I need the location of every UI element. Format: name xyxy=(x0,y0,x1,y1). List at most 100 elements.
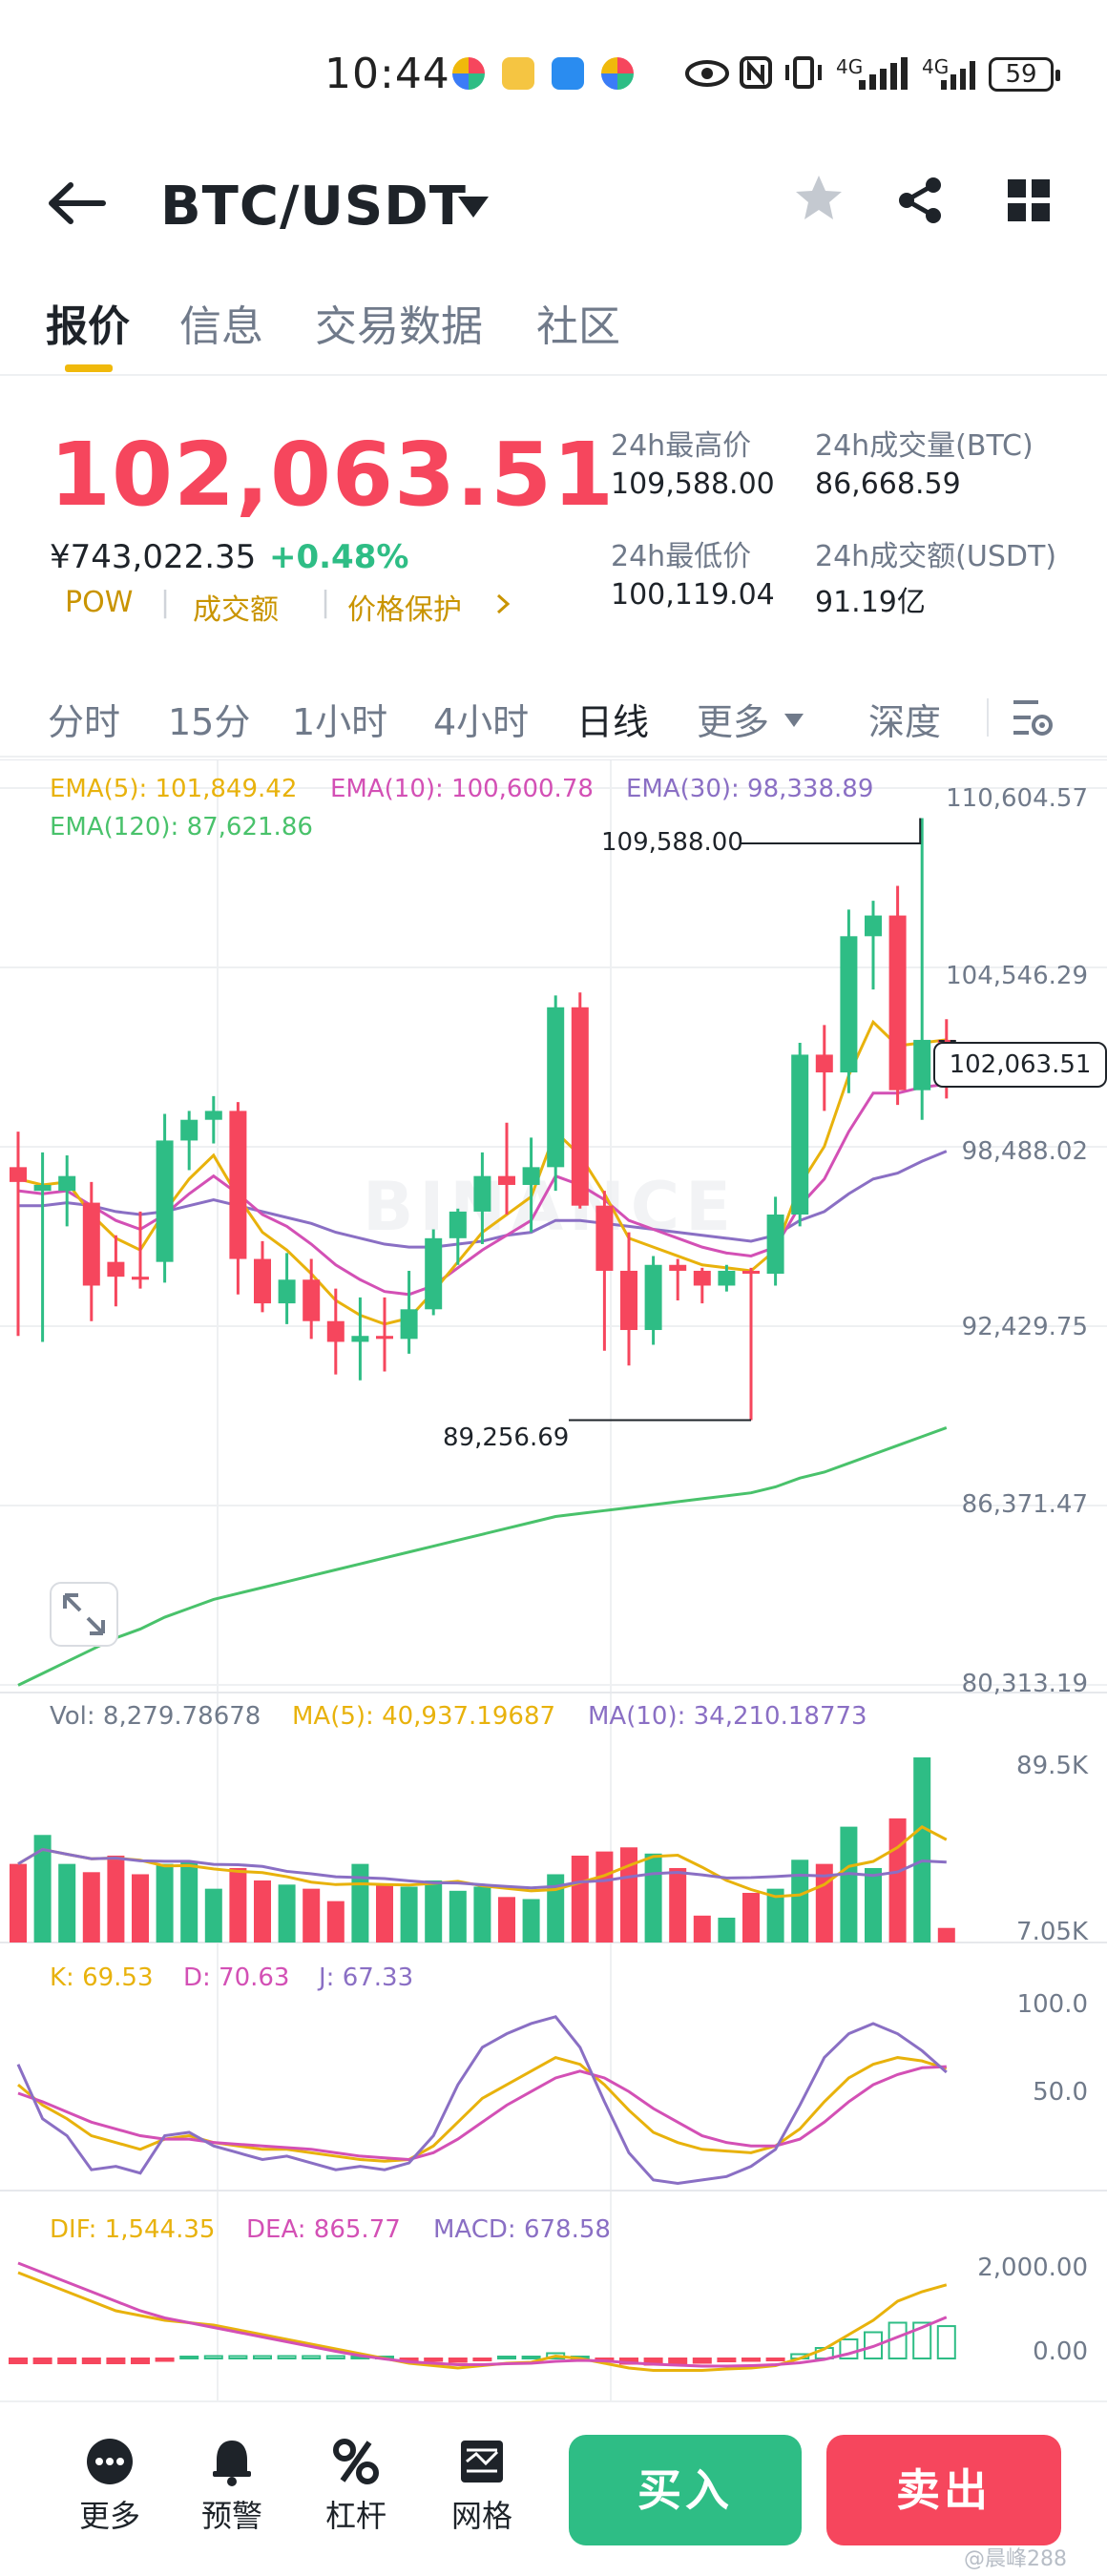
tf-more[interactable]: 更多 xyxy=(697,701,770,743)
macd-histogram-bar xyxy=(692,2358,712,2364)
alert-button[interactable]: 预警 xyxy=(179,2437,284,2536)
tf-time-share[interactable]: 分时 xyxy=(48,701,121,743)
tag-separator: | xyxy=(321,586,331,619)
caret-down-icon[interactable] xyxy=(783,712,805,729)
grid-menu-icon[interactable] xyxy=(1006,177,1052,223)
sell-button[interactable]: 卖出 xyxy=(826,2435,1061,2545)
candle-body xyxy=(498,1175,515,1185)
candle-body xyxy=(82,1202,100,1286)
caret-down-icon[interactable] xyxy=(454,193,492,221)
tab-trading-data[interactable]: 交易数据 xyxy=(315,302,483,351)
tf-1d[interactable]: 日线 xyxy=(576,701,650,743)
expand-chart-icon[interactable] xyxy=(50,1582,118,1647)
volume-bar xyxy=(473,1886,491,1942)
candle-body xyxy=(595,1205,614,1271)
tf-depth[interactable]: 深度 xyxy=(868,701,942,743)
candle-body xyxy=(620,1270,637,1331)
tag-price-protection[interactable]: 价格保护 xyxy=(347,593,462,627)
macd-histogram-bar xyxy=(179,2356,199,2359)
volume-bar xyxy=(693,1915,711,1942)
price-axis-tick: 80,313.19 xyxy=(961,1670,1088,1698)
share-icon[interactable] xyxy=(893,174,947,227)
macd-dif-label: DIF: 1,544.35 xyxy=(50,2215,216,2244)
vibrate-icon xyxy=(785,56,822,89)
candle-body xyxy=(107,1261,125,1278)
volume-bar xyxy=(10,1863,27,1942)
volume-bar xyxy=(742,1892,760,1942)
percent-icon xyxy=(333,2439,379,2484)
volume-bar xyxy=(669,1867,687,1942)
network-label: 4G xyxy=(922,55,950,78)
candle-body xyxy=(204,1111,222,1120)
buy-button[interactable]: 买入 xyxy=(569,2435,802,2545)
macd-histogram-bar xyxy=(277,2355,297,2359)
tf-4h[interactable]: 4小时 xyxy=(433,701,530,743)
tab-info[interactable]: 信息 xyxy=(179,302,263,351)
volume-bar xyxy=(937,1927,955,1942)
last-price-tag: 102,063.51 xyxy=(933,1042,1107,1088)
kline-chart-canvas[interactable] xyxy=(0,759,1107,2400)
ema120-line xyxy=(17,1426,948,1687)
eye-icon xyxy=(685,60,729,87)
back-arrow-icon[interactable] xyxy=(46,179,107,227)
main-tabs: 报价 信息 交易数据 社区 xyxy=(0,277,1107,376)
candle-body xyxy=(351,1336,369,1342)
candle-body xyxy=(326,1320,345,1342)
volume-bar xyxy=(620,1847,637,1942)
volume-bar xyxy=(425,1880,443,1942)
grid-trading-button[interactable]: 网格 xyxy=(429,2437,534,2536)
tab-community[interactable]: 社区 xyxy=(536,302,620,351)
tag-turnover[interactable]: 成交额 xyxy=(193,593,279,627)
tf-15m[interactable]: 15分 xyxy=(168,701,251,743)
candle-body xyxy=(547,1007,565,1168)
macd-histogram-bar xyxy=(57,2358,77,2364)
tag-pow[interactable]: POW xyxy=(65,586,134,619)
volume-btc-label: 24h成交量(BTC) xyxy=(815,429,1034,463)
leverage-label: 杠杆 xyxy=(324,2498,386,2534)
app-notification-icon xyxy=(552,57,584,90)
macd-histogram-bar xyxy=(155,2358,175,2362)
macd-histogram-bar xyxy=(864,2331,883,2359)
volume-bar xyxy=(254,1880,271,1942)
candle-body xyxy=(376,1336,393,1340)
watermark-credit: @晨峰288 xyxy=(964,2547,1067,2571)
volume-bar xyxy=(229,1867,247,1942)
candle-body xyxy=(33,1184,52,1192)
macd-histogram-bar xyxy=(936,2325,956,2360)
bottom-action-bar: 更多 预警 杠杆 网格 买入 卖出 @晨峰288 xyxy=(0,2400,1107,2576)
candle-body xyxy=(254,1258,271,1304)
network-label: 4G xyxy=(836,55,864,78)
candle-body xyxy=(693,1270,711,1286)
tf-1h[interactable]: 1小时 xyxy=(292,701,388,743)
macd-dea-line xyxy=(17,2261,948,2368)
pair-title[interactable]: BTC/USDT xyxy=(160,176,467,238)
chevron-right-icon[interactable] xyxy=(494,592,512,616)
chart-settings-icon[interactable] xyxy=(1010,696,1055,738)
volume-bar xyxy=(522,1899,540,1942)
candle-body xyxy=(400,1309,418,1340)
low-24h-value: 100,119.04 xyxy=(611,578,775,612)
macd-histogram-bar xyxy=(497,2356,516,2359)
volume-bar xyxy=(571,1855,589,1942)
price-axis-tick: 86,371.47 xyxy=(961,1490,1088,1519)
volume-bar xyxy=(400,1886,418,1942)
candle-body xyxy=(132,1277,149,1280)
volume-bar xyxy=(303,1888,321,1942)
kline-chart[interactable]: BINANCE EMA(5): 101,849.42 EMA(10): 100,… xyxy=(0,759,1107,2400)
macd-histogram-bar xyxy=(106,2358,126,2364)
candle-body xyxy=(937,1039,955,1043)
more-button[interactable]: 更多 xyxy=(57,2437,162,2536)
kdj-j-label: J: 67.33 xyxy=(319,1963,414,1992)
star-icon[interactable] xyxy=(792,172,846,225)
macd-histogram-bar xyxy=(228,2355,248,2359)
macd-value-label: MACD: 678.58 xyxy=(433,2215,611,2244)
volume-bar xyxy=(791,1859,809,1942)
candle-body xyxy=(10,1167,27,1182)
tab-quote[interactable]: 报价 xyxy=(46,302,130,351)
status-bar: 10:44 4G 4G 59 xyxy=(0,0,1107,143)
macd-histogram-bar xyxy=(203,2355,223,2359)
vol-ma10-line xyxy=(17,1847,947,1890)
candle-body xyxy=(522,1167,540,1185)
volume-bar xyxy=(278,1884,296,1942)
leverage-button[interactable]: 杠杆 xyxy=(303,2437,408,2536)
